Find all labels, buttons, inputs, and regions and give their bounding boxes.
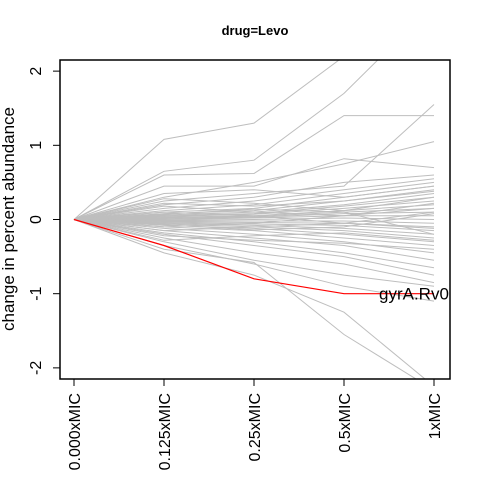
highlight-series-line (73, 218, 434, 295)
background-series-line-35 (73, 219, 426, 379)
background-series-line-40 (73, 219, 435, 232)
background-series-line-37 (73, 190, 435, 220)
background-series-line-29 (73, 219, 435, 269)
background-series-line-30 (73, 219, 435, 276)
background-series-line-42 (73, 207, 435, 228)
x-tick-label: 0.000xMIC (67, 393, 84, 470)
background-series-line-19 (73, 217, 435, 221)
background-series-line-44 (73, 219, 435, 241)
x-axis: 0.000xMIC 0.125xMIC 0.25xMIC 0.5xMIC 1xMIC (67, 378, 444, 470)
background-series-group (73, 60, 435, 379)
y-tick-label: -1 (28, 286, 45, 300)
y-tick-label: -2 (28, 361, 45, 375)
annotation-group: gyrA.Rv0 (379, 285, 449, 304)
background-series-line-46 (73, 213, 435, 231)
background-series-line-36 (73, 185, 435, 220)
y-tick-label: 1 (28, 141, 45, 150)
y-tick-label: 2 (28, 67, 45, 76)
background-series-line-38 (73, 219, 435, 250)
background-series-line-45 (73, 208, 435, 235)
y-axis: -2 -1 0 1 2 (28, 67, 61, 375)
background-series-line-2 (73, 60, 379, 220)
background-series-line-43 (73, 196, 435, 220)
background-series-line-31 (73, 219, 435, 284)
x-tick-label: 0.125xMIC (157, 393, 174, 470)
x-tick-label: 0.5xMIC (337, 393, 354, 453)
background-series-line-16 (73, 207, 435, 220)
annotation-label: gyrA.Rv0 (379, 285, 449, 304)
background-series-line-39 (73, 202, 435, 220)
background-series-line-32 (73, 219, 435, 287)
background-series-line-4 (73, 158, 435, 220)
x-tick-label: 1xMIC (427, 393, 444, 439)
background-series-line-23 (73, 219, 435, 235)
background-series-line-6 (73, 104, 435, 220)
chart-title: drug=Levo (222, 23, 289, 38)
background-series-line-1 (73, 60, 340, 220)
background-series-line-9 (73, 181, 435, 220)
x-tick-label: 0.25xMIC (247, 393, 264, 461)
background-series-line-5 (73, 141, 435, 220)
y-tick-label: 0 (28, 215, 45, 224)
background-series-line-8 (73, 178, 435, 220)
background-series-line-34 (73, 219, 417, 379)
background-series-line-7 (73, 174, 435, 220)
y-axis-label: change in percent abundance (0, 107, 18, 331)
highlight-series-group (73, 218, 434, 295)
background-series-line-3 (73, 115, 434, 220)
